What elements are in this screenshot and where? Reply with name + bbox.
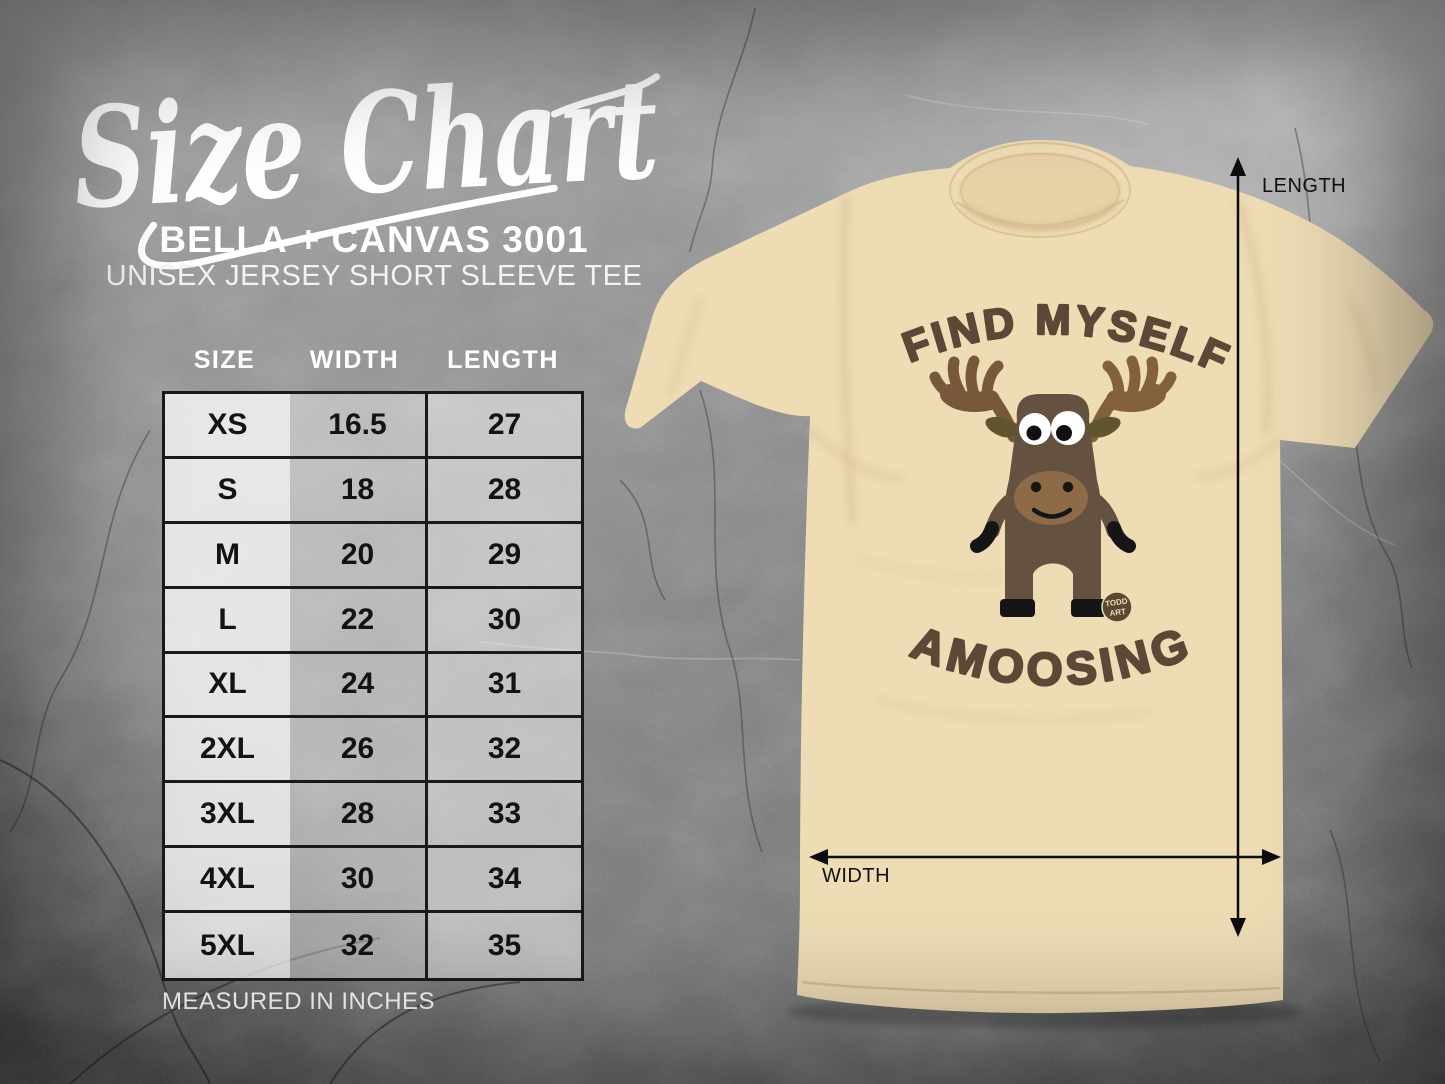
width-cell: 22	[290, 588, 425, 654]
length-cell: 32	[425, 718, 581, 784]
length-cell: 31	[425, 653, 581, 719]
brand-title: BELLA + CANVAS 3001	[159, 219, 589, 260]
brand-badge: TODD ART	[1101, 591, 1133, 623]
moose-ear-right	[1082, 416, 1121, 438]
width-cell: 24	[290, 653, 425, 719]
width-cell: 16.5	[290, 394, 425, 459]
moose-antler-right	[1085, 355, 1177, 443]
size-cell: 2XL	[165, 718, 290, 784]
length-cell: 30	[425, 588, 581, 654]
size-cell: XS	[165, 394, 290, 459]
fabric-folds	[668, 195, 1380, 725]
width-label: WIDTH	[822, 865, 890, 887]
width-cell: 28	[290, 783, 425, 849]
size-cell: S	[165, 458, 290, 524]
column-header-length: LENGTH	[447, 346, 559, 374]
size-cell: M	[165, 523, 290, 589]
length-cell: 34	[425, 848, 581, 914]
moose-hoof-left-leg	[1000, 599, 1035, 617]
length-cell: 33	[425, 783, 581, 849]
width-cell: 32	[290, 913, 425, 978]
moose-nostril-right	[1062, 481, 1074, 493]
measurement-arrows	[820, 170, 1270, 924]
column-header-size: SIZE	[193, 346, 256, 374]
size-table: XS 16.5 27 S 18 28 M 20 29 L 22 30 XL 24…	[162, 391, 584, 981]
moose-ear-left	[985, 416, 1024, 438]
width-cell: 18	[290, 458, 425, 524]
size-cell: 4XL	[165, 848, 290, 914]
moose-smile	[1031, 507, 1073, 519]
length-label: LENGTH	[1262, 175, 1346, 197]
moose-pupil-left	[1026, 425, 1042, 441]
title-group: Size Chart	[69, 47, 662, 270]
size-cell: L	[165, 588, 290, 654]
size-cell: 3XL	[165, 783, 290, 849]
width-cell: 30	[290, 848, 425, 914]
length-cell: 27	[425, 394, 581, 459]
length-cell: 35	[425, 913, 581, 978]
moose-hoof-left-hand	[970, 521, 999, 553]
column-header-width: WIDTH	[309, 346, 400, 374]
size-cell: 5XL	[165, 913, 290, 978]
width-cell: 26	[290, 718, 425, 784]
product-subtitle: UNISEX JERSEY SHORT SLEEVE TEE	[105, 260, 643, 292]
moose-hoof-right-leg	[1071, 599, 1106, 617]
moose-pupil-right	[1056, 425, 1072, 441]
measured-in-inches-note: MEASURED IN INCHES	[162, 988, 436, 1015]
arrowheads	[809, 157, 1281, 937]
badge-text-line1: TODD	[1105, 596, 1129, 608]
hem-stitch	[801, 980, 1281, 995]
size-cell: XL	[165, 653, 290, 719]
title-swash-underline	[138, 184, 558, 270]
table-header-row: SIZE WIDTH LENGTH	[162, 346, 584, 375]
width-cell: 20	[290, 523, 425, 589]
moose-hoof-right-hand	[1107, 521, 1136, 553]
moose-graphic	[929, 355, 1177, 617]
badge-text-line2: ART	[1109, 607, 1127, 618]
moose-nostril-left	[1030, 481, 1042, 493]
length-cell: 29	[425, 523, 581, 589]
length-cell: 28	[425, 458, 581, 524]
page-title: Size Chart	[69, 47, 662, 240]
collar	[949, 142, 1131, 238]
title-swash-crossbar	[550, 73, 661, 118]
